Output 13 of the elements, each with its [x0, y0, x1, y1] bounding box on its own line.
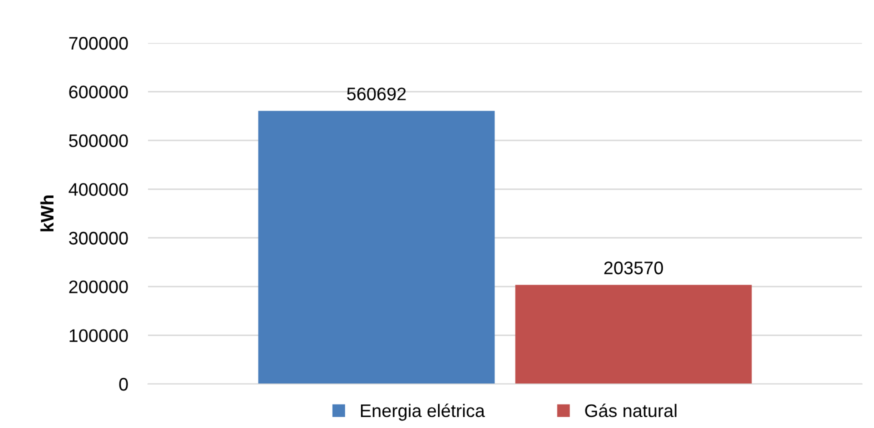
legend-label: Gás natural	[585, 404, 676, 418]
y-tick-label: 500000	[69, 134, 128, 148]
data-label: 203570	[604, 262, 663, 274]
y-tick-label: 700000	[69, 36, 128, 50]
y-tick-label: 200000	[69, 280, 128, 294]
y-tick-label: 100000	[70, 329, 128, 342]
y-axis-title: kWh	[40, 196, 54, 232]
y-tick-label: 0	[119, 378, 128, 391]
y-tick-label: 600000	[69, 86, 128, 98]
y-tick-label: 300000	[69, 232, 128, 245]
data-label: 560692	[347, 88, 406, 100]
legend-label: Energia elétrica	[360, 404, 485, 421]
y-tick-label: 400000	[68, 183, 128, 196]
